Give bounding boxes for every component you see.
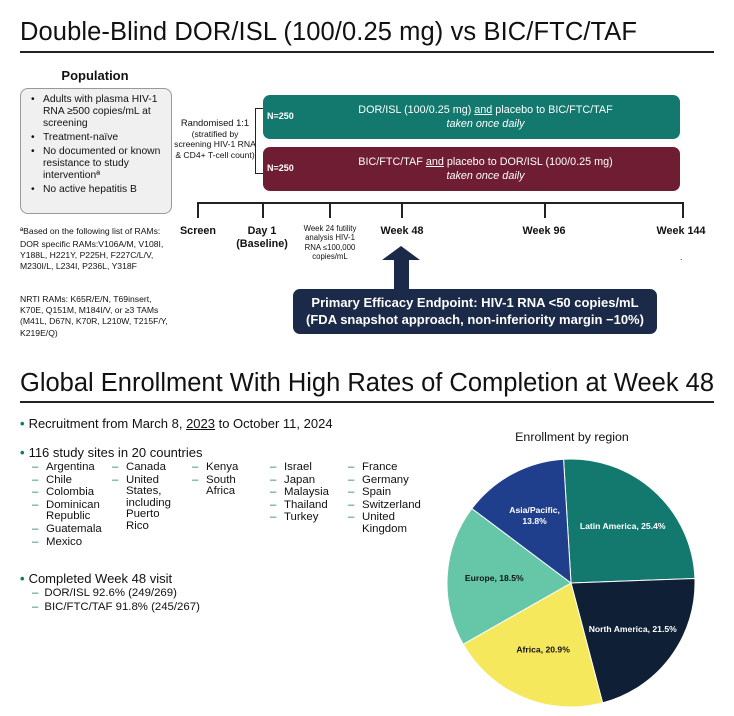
country-item: United States, including Puerto Rico (112, 474, 180, 533)
country-item: Turkey (270, 512, 346, 524)
countries-column-africa: Kenya South Africa (192, 461, 256, 499)
recruitment-bullet: • Recruitment from March 8, 2023 to Octob… (20, 416, 333, 431)
country-item: Germany (348, 474, 432, 487)
population-item: No active hepatitis B (31, 184, 167, 196)
randomised-label: Randomised 1:1 (180, 117, 250, 128)
country-item: France (348, 461, 432, 474)
country-item: South Africa (192, 474, 256, 498)
country-item: Thailand (270, 499, 346, 512)
pie-slice-label: Latin America, 25.4% (580, 521, 666, 531)
countries-column-asia: Israel Japan Malaysia Thailand Turkey (270, 461, 346, 525)
endpoint-arrow-shaft (394, 258, 409, 290)
timeline-label-week48: Week 48 (380, 225, 424, 237)
timeline-tick (329, 202, 331, 218)
country-item: Israel (270, 461, 346, 474)
arm-regimen: DOR/ISL (100/0.25 mg) and placebo to BIC… (358, 104, 613, 116)
arm-dosing: taken once daily (446, 170, 525, 182)
country-item: Colombia (32, 487, 116, 499)
timeline-tick (544, 202, 546, 218)
timeline-tick (197, 202, 199, 218)
pie-slice-label: Europe, 18.5% (465, 573, 524, 583)
population-item: Adults with plasma HIV-1 RNA ≥500 copies… (31, 94, 167, 130)
stray-dot: . (680, 252, 683, 262)
endpoint-line2: (FDA snapshot approach, non-inferiority … (306, 312, 644, 327)
pie-slice-label: North America, 21.5% (589, 624, 677, 634)
stratified-label: (stratified by screening HIV-1 RNA & CD4… (174, 128, 256, 160)
arm-n: N=250 (267, 111, 294, 121)
completed-bic-ftc-taf: – BIC/FTC/TAF 91.8% (245/267) (32, 601, 200, 613)
pie-slice-label: Africa, 20.9% (516, 644, 570, 654)
country-item: Canada (112, 461, 180, 474)
pie-slice (563, 458, 696, 584)
population-box: Adults with plasma HIV-1 RNA ≥500 copies… (20, 88, 172, 214)
country-item: Mexico (32, 536, 116, 549)
primary-endpoint-box: Primary Efficacy Endpoint: HIV-1 RNA <50… (293, 289, 657, 334)
footnote-dor-rams: DOR specific RAMs:V106A/M, V108I, Y188L,… (20, 239, 164, 272)
timeline-tick (401, 202, 403, 218)
study-design-title: Double-Blind DOR/ISL (100/0.25 mg) vs BI… (20, 18, 638, 46)
countries-column-europe: France Germany Spain Switzerland United … (348, 461, 432, 537)
arm-dor-isl: N=250 DOR/ISL (100/0.25 mg) and placebo … (263, 95, 680, 139)
pie-slice-label: 13.8% (522, 516, 547, 526)
country-item: Kenya (192, 461, 256, 474)
title-underline (20, 401, 714, 403)
endpoint-line1: Primary Efficacy Endpoint: HIV-1 RNA <50… (311, 295, 639, 310)
pie-chart-title: Enrollment by region (515, 430, 629, 444)
arm-dosing: taken once daily (446, 118, 525, 130)
enrollment-title: Global Enrollment With High Rates of Com… (20, 369, 715, 397)
countries-column-north-america: Canada United States, including Puerto R… (112, 461, 180, 534)
completed-bullet: • Completed Week 48 visit (20, 571, 173, 586)
sites-bullet: • 116 study sites in 20 countries (20, 445, 203, 460)
arm-n: N=250 (267, 163, 294, 173)
country-item: Guatemala (32, 523, 116, 536)
arm-regimen: BIC/FTC/TAF and placebo to DOR/ISL (100/… (358, 156, 613, 168)
randomisation-text: Randomised 1:1 (stratified by screening … (174, 117, 256, 160)
country-item: Dominican Republic (32, 499, 116, 523)
timeline-label-screen: Screen (179, 225, 216, 237)
country-item: Chile (32, 474, 116, 487)
timeline-tick (682, 202, 684, 218)
pie-slice (462, 582, 604, 708)
pie-slice-label: Asia/Pacific, (509, 505, 560, 515)
country-item: Switzerland (348, 499, 432, 512)
population-heading: Population (61, 68, 129, 83)
pie-slice (446, 507, 572, 645)
country-item: Spain (348, 487, 432, 499)
completed-dor-isl: – DOR/ISL 92.6% (249/269) (32, 587, 177, 599)
country-item: United Kingdom (348, 512, 432, 535)
study-timeline (197, 202, 683, 204)
timeline-label-week96: Week 96 (522, 225, 566, 237)
population-item: No documented or known resistance to stu… (31, 146, 167, 182)
footnote-nrti-rams: NRTI RAMs: K65R/E/N, T69insert, K70E, Q1… (20, 294, 168, 338)
pie-slice (570, 577, 696, 704)
endpoint-arrow-head (382, 246, 420, 260)
country-item: Malaysia (270, 487, 346, 499)
population-item: Treatment-naïve (31, 132, 167, 144)
arm-bic-ftc-taf: N=250 BIC/FTC/TAF and placebo to DOR/ISL… (263, 147, 680, 191)
randomisation-bracket (255, 108, 263, 174)
footnote-heading: ªBased on the following list of RAMs: (20, 226, 161, 236)
title-underline (20, 51, 714, 53)
timeline-label-week144: Week 144 (656, 225, 706, 237)
country-item: Japan (270, 474, 346, 487)
timeline-label-week24: Week 24 futility analysis HIV-1 RNA ≤100… (303, 224, 357, 262)
countries-column-latin-america: Argentina Chile Colombia Dominican Repub… (32, 461, 116, 549)
timeline-tick (262, 202, 264, 218)
country-item: Argentina (32, 461, 116, 474)
pie-slice (471, 458, 572, 585)
timeline-label-day1: Day 1 (Baseline) (236, 225, 288, 250)
